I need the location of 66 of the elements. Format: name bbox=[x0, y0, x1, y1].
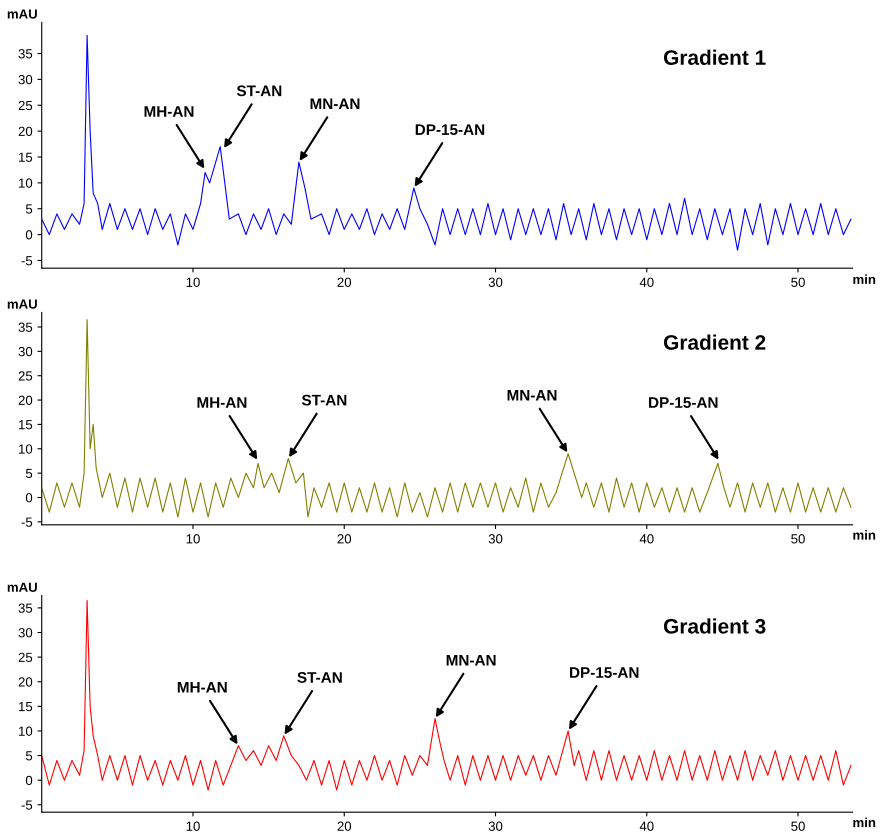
y-tick-label: 35 bbox=[18, 49, 32, 58]
y-tick-label: 25 bbox=[18, 100, 32, 110]
y-tick-label: 20 bbox=[18, 396, 32, 405]
x-tick-label: 30 bbox=[488, 534, 502, 544]
y-tick-label: 5 bbox=[26, 204, 32, 214]
y-tick-label: 35 bbox=[18, 603, 32, 613]
x-tick-label: 10 bbox=[186, 278, 200, 287]
y-tick-label: 30 bbox=[18, 346, 32, 356]
x-tick-label: 10 bbox=[186, 822, 200, 831]
x-tick-label: 20 bbox=[338, 822, 352, 831]
y-axis-title: mAU bbox=[8, 9, 37, 19]
annotation: ST-AN bbox=[302, 394, 346, 406]
y-tick-label: 15 bbox=[19, 702, 32, 712]
annotation: ST-AN bbox=[297, 672, 342, 683]
y-tick-label: 5 bbox=[26, 468, 32, 478]
text: Gradient 1 bbox=[664, 50, 766, 65]
y-tick-label: -5 bbox=[22, 800, 32, 810]
annotation: ST-AN bbox=[236, 85, 282, 96]
x-tick-label: 20 bbox=[338, 534, 352, 544]
y-tick-label: 10 bbox=[19, 726, 32, 736]
x-axis-title: min bbox=[853, 818, 876, 828]
annotation: DP-15-AN bbox=[416, 124, 484, 136]
y-axis-title: mAU bbox=[8, 300, 37, 309]
annotation: MN-AN bbox=[508, 390, 556, 400]
y-tick-label: 0 bbox=[26, 493, 32, 502]
y-tick-label: -5 bbox=[22, 518, 32, 527]
y-tick-label: 35 bbox=[18, 322, 32, 332]
annotation: MH-AN bbox=[178, 682, 227, 693]
x-tick-label: 20 bbox=[338, 278, 352, 287]
annotation: MN-AN bbox=[310, 98, 360, 109]
y-tick-label: 10 bbox=[19, 178, 32, 188]
y-tick-label: 0 bbox=[26, 776, 32, 786]
x-tick-label: 10 bbox=[186, 534, 200, 544]
y-tick-label: 20 bbox=[18, 677, 32, 687]
y-tick-label: 15 bbox=[19, 152, 32, 162]
annotation: MH-AN bbox=[197, 397, 246, 408]
x-tick-label: 30 bbox=[488, 822, 502, 831]
y-tick-label: 15 bbox=[19, 420, 32, 430]
y-tick-label: 0 bbox=[26, 230, 32, 240]
y-tick-label: 5 bbox=[26, 751, 32, 760]
annotation: MH-AN bbox=[144, 106, 194, 117]
x-tick-label: 50 bbox=[791, 534, 805, 544]
line-series bbox=[42, 319, 852, 518]
y-tick-label: -5 bbox=[22, 256, 32, 266]
x-axis-title: min bbox=[853, 274, 876, 284]
y-tick-label: 25 bbox=[18, 371, 32, 381]
x-tick-label: 50 bbox=[791, 822, 805, 831]
x-tick-label: 40 bbox=[640, 534, 654, 544]
line-series bbox=[42, 34, 852, 251]
y-tick-label: 25 bbox=[18, 652, 32, 662]
x-tick-label: 30 bbox=[488, 278, 502, 287]
x-tick-label: 50 bbox=[791, 278, 805, 287]
annotation: DP-15-AN bbox=[570, 667, 638, 678]
annotation: DP-15-AN bbox=[649, 397, 718, 408]
y-axis-title: mAU bbox=[8, 582, 37, 592]
y-tick-label: 30 bbox=[18, 628, 32, 638]
x-tick-label: 40 bbox=[640, 822, 654, 831]
x-axis-title: min bbox=[853, 530, 876, 540]
line-series bbox=[42, 600, 852, 791]
text: Gradient 3 bbox=[664, 618, 766, 634]
y-tick-label: 30 bbox=[18, 74, 32, 84]
annotation: MN-AN bbox=[446, 654, 496, 666]
y-tick-label: 20 bbox=[18, 126, 32, 136]
text: Gradient 2 bbox=[664, 334, 766, 350]
y-tick-label: 10 bbox=[19, 444, 32, 454]
x-tick-label: 40 bbox=[640, 278, 654, 287]
